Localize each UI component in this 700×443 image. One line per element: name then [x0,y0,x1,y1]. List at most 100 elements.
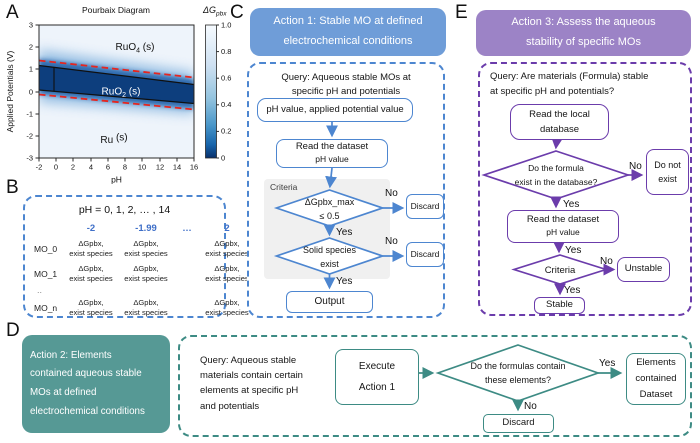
query-line1: Query: Are materials (Formula) stable [490,71,649,82]
stable-text: Stable [546,299,573,311]
region-ruo2-suffix: (s) [126,87,140,98]
x-tick-label: 12 [156,163,164,172]
output-text: Output [314,296,345,308]
action1-header-line1: Action 1: Stable MO at defined [273,15,423,28]
panel-label-e: E [455,2,468,23]
cell-species: exist species [124,307,168,317]
region-ruo4-base: RuO [116,42,137,53]
action3-header-line2: stability of specific MOs [526,36,641,48]
action1-header-line2: electrochemical conditions [283,35,413,47]
cell-species: exist species [205,248,249,258]
query-line2: at specific pH and potentials? [490,85,615,97]
y-tick-label: 1 [29,65,33,74]
diamond-text: these elements? [485,375,551,385]
action2-header-line4: electrochemical conditions [30,405,145,417]
region-label-ruo2: RuO2 (s) [102,87,141,100]
input-box: pH value, applied potential value [257,98,413,122]
criteria-label: Criteria [270,182,298,192]
read-dataset-line2: pH value [315,154,349,165]
elements-line2: contained [635,373,677,385]
do-not-exist-line2: exist [658,174,677,184]
elements-line3: Dataset [639,388,673,400]
cell-species: exist species [205,273,249,283]
arrow [325,167,337,189]
y-tick-label: 2 [29,43,33,52]
output-box: Output [286,291,373,313]
no-label: No [524,401,537,412]
colorbar-tick-label: 1.0 [221,21,231,30]
table-title: pH = 0, 1, 2, … , 14 [78,204,171,216]
query-line1: Query: Aqueous stable MOs at [281,72,411,83]
row-ellipsis: .. [37,285,43,296]
x-tick-label: 10 [138,163,146,172]
read-dataset-line1: Read the dataset [295,141,369,153]
cell-gpbx: ΔGpbx, [133,239,159,248]
cell-gpbx: ΔGpbx, [78,239,104,248]
elements-line1: Elements [636,357,676,369]
x-tick-label: 6 [106,163,110,172]
no-label: No [385,236,398,247]
y-axis-tick-labels: 3 2 1 0 -1 -2 -3 [26,21,33,163]
do-not-exist-box: Do not exist [646,149,689,195]
y-axis-label: Applied Potentials (V) [5,50,15,132]
colorbar-tick-label: 0.4 [221,100,231,109]
no-label: No [629,161,642,172]
yes-label: Yes [563,199,579,210]
column-header: -1.99 [135,223,157,234]
discard-text: Discard [502,417,535,429]
action2-header-line1: Action 2: Elements [30,349,112,361]
table-cell: ΔGpbx, exist species [65,298,117,318]
plot-title: Pourbaix Diagram [82,5,150,15]
cell-species: exist species [124,248,168,258]
y-tick-label: -3 [26,154,33,163]
query-line4: and potentials [200,400,260,412]
cell-gpbx: ΔGpbx, [214,297,240,307]
cell-species: exist species [69,248,113,258]
y-tick-label: -2 [26,132,33,141]
region-ru-suffix: (s) [113,133,127,144]
query-line2: materials contain certain [200,370,303,382]
x-axis-tick-labels: -2 0 2 4 6 8 10 12 14 16 [36,163,199,172]
region-label-ruo4: RuO4 (s) [116,42,155,55]
decision-diamond-formula [481,150,631,200]
colorbar [205,24,217,159]
column-header: … [182,223,192,234]
discard-text: Discard [410,200,440,211]
execute-line2: Action 1 [358,382,396,393]
yes-label: Yes [565,245,581,256]
action2-flow-arrows: Do the formulas contain these elements? … [419,344,623,412]
table-cell: ΔGpbx, exist species [117,239,175,259]
read-local-db-box: Read the local database [510,104,609,140]
action2-query: Query: Aqueous stable materials contain … [200,353,303,414]
diamond-text: Do the formula [528,163,584,173]
discard-box-1: Discard [406,194,444,219]
region-ruo4-suffix: (s) [140,42,154,53]
action3-header: Action 3: Assess the aqueous stability o… [476,10,691,56]
query-line3: elements at specific pH [200,385,299,397]
yes-label: Yes [564,285,580,296]
query-line1: Query: Aqueous stable [200,355,297,366]
region-ru-base: Ru [100,135,113,146]
table-cell: ΔGpbx, exist species [199,239,255,259]
yes-label: Yes [599,358,615,369]
x-tick-label: 4 [89,163,93,172]
cell-species: exist species [69,273,113,283]
do-not-exist-line1: Do not [654,159,681,170]
pourbaix-diagram: Pourbaix Diagram RuO4 (s) RuO2 (s) Ru (s… [5,5,231,185]
cell-gpbx: ΔGpbx, [214,263,240,273]
diamond-text: ΔGpbx_max [305,197,355,207]
region-ruo2-sub: 2 [122,92,126,99]
column-header: 2 [224,223,230,234]
y-tick-label: -1 [26,110,33,119]
stable-box: Stable [534,297,585,314]
table-cell: ΔGpbx, exist species [65,264,117,284]
input-box-text: pH value, applied potential value [266,103,404,115]
table-cell: ΔGpbx, exist species [117,298,175,318]
stability-band-group [39,50,194,114]
colorbar-tick-label: 0.6 [221,74,231,83]
cell-gpbx: ΔGpbx, [214,239,240,248]
table-cell: ΔGpbx, exist species [199,298,255,318]
table-cell: ΔGpbx, exist species [199,264,255,284]
x-tick-label: -2 [36,163,43,172]
